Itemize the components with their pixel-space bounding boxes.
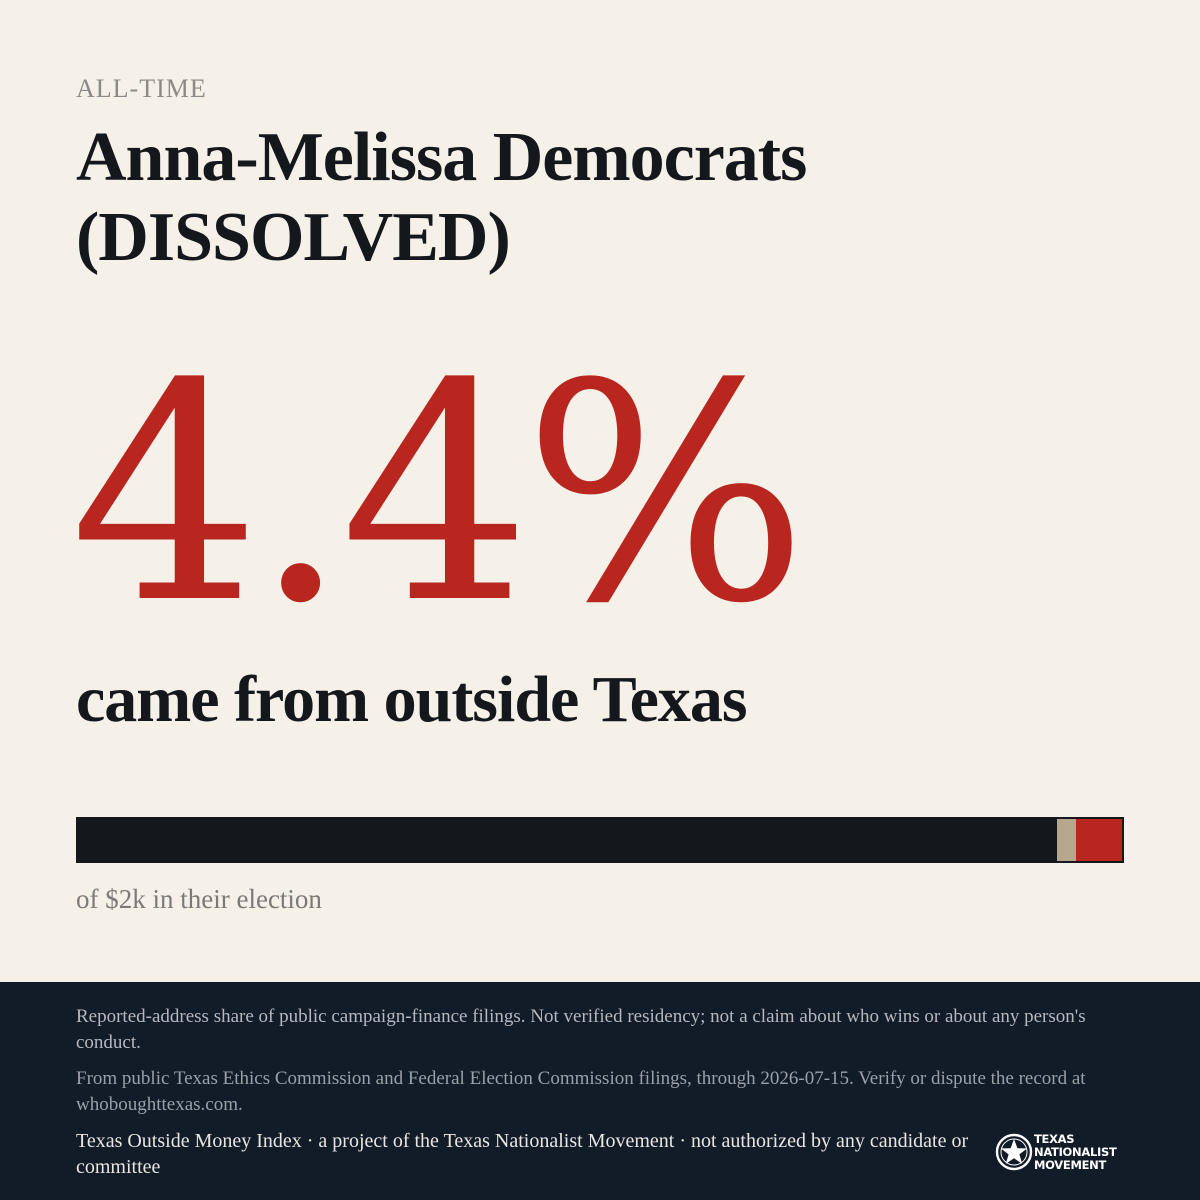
logo-line-3: MOVEMENT bbox=[1034, 1158, 1107, 1172]
breakdown-bar bbox=[76, 817, 1124, 863]
committee-title: Anna-Melissa Democrats (DISSOLVED) bbox=[76, 119, 807, 276]
bar-caption: of $2k in their election bbox=[76, 884, 322, 914]
tnm-logo: TEXAS NATIONALIST MOVEMENT bbox=[994, 1132, 1124, 1174]
footer: Reported-address share of public campaig… bbox=[0, 982, 1200, 1200]
logo-line-1: TEXAS bbox=[1034, 1132, 1075, 1146]
outside-share-stat: 4.4% bbox=[70, 320, 808, 669]
bar-segment-red bbox=[1076, 819, 1122, 861]
project-text: Texas Outside Money Index · a project of… bbox=[76, 1130, 969, 1178]
source-text: From public Texas Ethics Commission and … bbox=[76, 1068, 1086, 1115]
star-emblem-icon bbox=[995, 1133, 1033, 1171]
disclaimer-text: Reported-address share of public campaig… bbox=[76, 1006, 1086, 1053]
eyebrow-label: ALL-TIME bbox=[76, 74, 207, 103]
stat-subline: came from outside Texas bbox=[76, 663, 748, 736]
logo-wordmark: TEXAS NATIONALIST MOVEMENT bbox=[1034, 1133, 1117, 1172]
bar-segment-tan bbox=[1057, 819, 1077, 861]
logo-line-2: NATIONALIST bbox=[1034, 1145, 1117, 1159]
